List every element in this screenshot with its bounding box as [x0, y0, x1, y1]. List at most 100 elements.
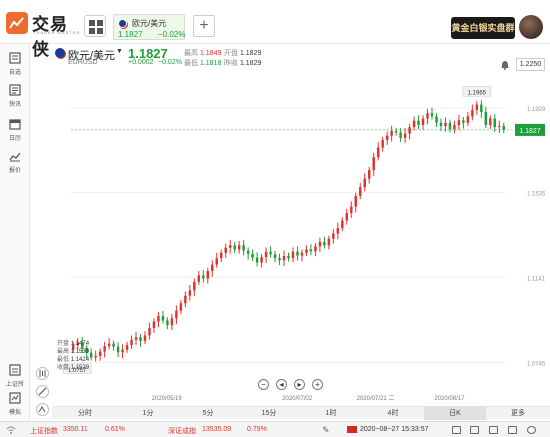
candle-body: [385, 135, 389, 140]
candle-body: [408, 127, 411, 134]
candle-body: [134, 337, 138, 340]
candle-body: [453, 124, 456, 130]
window-icon[interactable]: [452, 426, 461, 434]
stat-open-value: 1.1829: [239, 50, 262, 57]
zoom-out-button[interactable]: −: [258, 379, 269, 390]
candle-body: [394, 130, 398, 133]
candle-body: [350, 206, 353, 214]
candle-body: [305, 249, 308, 253]
measure-icon[interactable]: [36, 403, 49, 416]
period-tab[interactable]: 4时: [387, 410, 399, 417]
period-tab[interactable]: 1时: [325, 410, 337, 417]
candle-body: [336, 228, 340, 234]
period-tab-active[interactable]: 日K: [424, 407, 486, 420]
ohlc-close-value: 1.1529: [70, 365, 90, 371]
candle-body: [139, 337, 142, 341]
candle-body: [166, 320, 169, 326]
play-button[interactable]: ▸: [294, 379, 305, 390]
logo-subtitle: TRADER MASTER: [33, 30, 81, 35]
eu-flag-icon: [118, 19, 127, 28]
sidebar-item-simulate[interactable]: 模拟: [0, 390, 30, 420]
candle-body: [300, 252, 304, 256]
candle-body: [448, 122, 452, 130]
candle-body: [457, 120, 461, 125]
stat-open: 开盘 1.1829: [224, 48, 261, 58]
candle-body: [462, 120, 465, 123]
stat-high-value: 1.1849: [199, 50, 222, 57]
sidebar-item-watchlist[interactable]: 自选: [0, 50, 30, 80]
promo-banner[interactable]: 黄金白银实盘群: [451, 17, 515, 39]
candle-body: [125, 344, 129, 350]
candle-body: [273, 254, 277, 259]
candlestick-chart[interactable]: 1.1929 1.1535 1.1141 1.0745 2020/05/19 2020/0…: [31, 72, 550, 406]
reset-button[interactable]: ◂: [276, 379, 287, 390]
candle-body: [107, 343, 111, 347]
candle-body: [112, 343, 115, 347]
top-bar: 交易侠 TRADER MASTER 欧元/美元 1.1827 −0.02% + …: [0, 0, 550, 59]
logo-text: 交易侠: [32, 15, 68, 59]
ticker-tab-eurusd[interactable]: 欧元/美元 1.1827 −0.02%: [113, 14, 185, 40]
stat-prev-close: 昨收 1.1829: [224, 58, 261, 68]
candle-body: [157, 316, 160, 322]
candle-body: [76, 342, 79, 346]
candle-body: [345, 213, 349, 221]
current-price-tag: [515, 123, 545, 136]
upload-icon[interactable]: [470, 426, 479, 434]
candle-body: [255, 257, 259, 263]
period-tab[interactable]: 5分: [202, 410, 214, 417]
index2-name[interactable]: 深证成指: [168, 428, 196, 435]
stat-low-value: 1.1818: [199, 60, 222, 67]
candle-body: [116, 346, 120, 353]
candle-body: [179, 303, 183, 311]
settings-icon[interactable]: [527, 426, 536, 434]
max-price-label: 1.1965: [468, 90, 487, 96]
zoom-in-button[interactable]: +: [312, 379, 323, 390]
candle-body: [103, 346, 106, 352]
instrument-name[interactable]: 欧元/美元: [68, 50, 116, 62]
indicator-tool-icon[interactable]: [36, 367, 49, 380]
calendar-icon: [9, 119, 21, 130]
price-change-pct: −0.02%: [158, 59, 182, 66]
candle-body: [421, 118, 425, 125]
max-price-box: [462, 86, 492, 97]
index1-name[interactable]: 上证指数: [30, 428, 58, 435]
sidebar-item-news[interactable]: 快讯: [0, 82, 30, 112]
edit-icon[interactable]: ✎: [322, 425, 330, 435]
candle-body: [89, 352, 93, 358]
sidebar-item-quotes[interactable]: 报价: [0, 148, 30, 178]
candle-body: [403, 133, 407, 138]
candle-body: [466, 116, 470, 123]
candle-body: [233, 245, 236, 250]
layout-grid-button[interactable]: [84, 15, 106, 37]
candle-body: [426, 113, 429, 119]
ticker-tab-change: −0.02%: [158, 30, 186, 39]
x-tick-label: 2020/07/02: [282, 396, 313, 402]
x-tick-label: 2020/05/19: [152, 396, 183, 402]
sidebar-item-exchange[interactable]: 上证所: [0, 362, 30, 392]
price-alert-value[interactable]: 1.2250: [516, 58, 545, 71]
period-tab-more[interactable]: 更多: [511, 410, 525, 417]
candle-body: [323, 242, 326, 246]
candle-body: [372, 157, 375, 171]
period-tab[interactable]: 分时: [78, 410, 92, 417]
avatar[interactable]: [519, 15, 543, 39]
index1-pct: 0.61%: [105, 426, 125, 433]
y-tick-label: 1.0745: [527, 361, 546, 367]
layout-icon[interactable]: [508, 426, 517, 434]
add-tab-button[interactable]: +: [193, 15, 215, 37]
candle-body: [80, 342, 84, 348]
ticker-tab-name: 欧元/美元: [132, 19, 167, 28]
bell-icon[interactable]: [500, 60, 510, 70]
app-logo[interactable]: 交易侠 TRADER MASTER: [6, 10, 82, 59]
stat-prev-value: 1.1829: [239, 60, 262, 67]
candle-body: [282, 256, 286, 261]
period-tab[interactable]: 1分: [142, 410, 154, 417]
caret-down-icon[interactable]: ▼: [116, 48, 123, 55]
sidebar-item-calendar[interactable]: 日历: [0, 116, 30, 146]
period-tab[interactable]: 15分: [261, 410, 277, 417]
candle-body: [170, 318, 174, 326]
draw-pen-icon[interactable]: [36, 385, 49, 398]
sidebar-item-label: 日历: [8, 136, 21, 142]
candle-body: [484, 112, 488, 125]
camera-icon[interactable]: [489, 426, 498, 434]
